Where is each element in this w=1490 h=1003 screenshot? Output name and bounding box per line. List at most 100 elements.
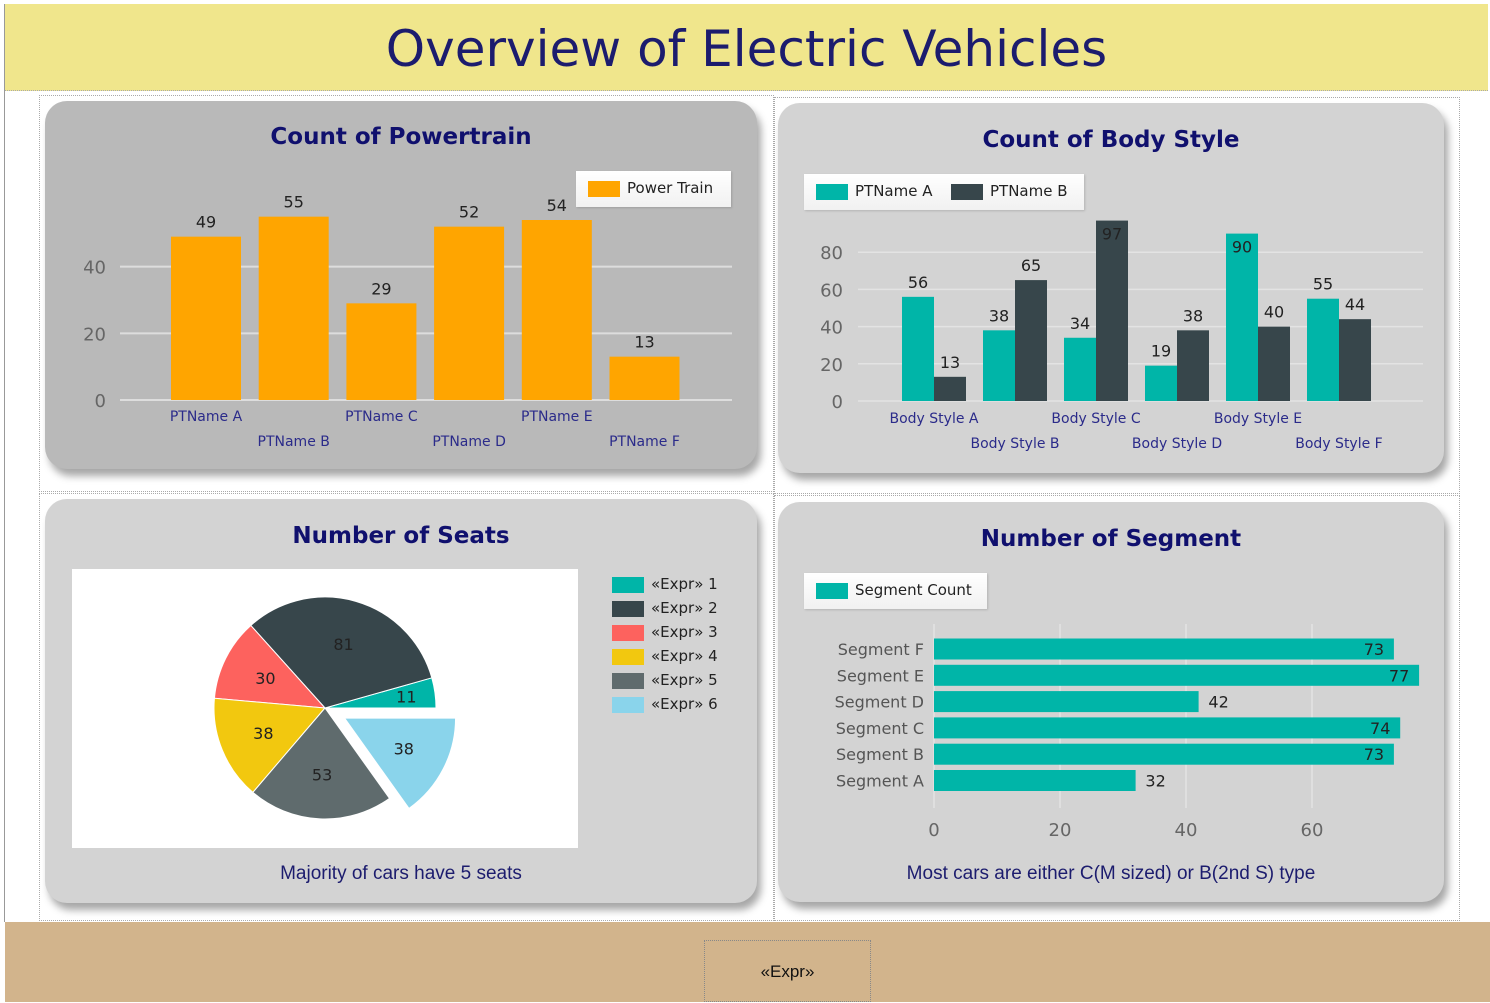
seats-legend-label: «Expr» 6 — [651, 695, 718, 713]
powertrain-legend-swatch — [588, 181, 620, 197]
segment-x-tick: 40 — [1175, 820, 1198, 841]
bodystyle-y-tick: 60 — [820, 280, 843, 301]
powertrain-bar — [521, 220, 592, 400]
bodystyle-legend-label-b: PTName B — [990, 182, 1068, 200]
bodystyle-legend: PTName A PTName B — [804, 174, 1084, 210]
bodystyle-x-tick: Body Style C — [1051, 411, 1140, 427]
segment-y-tick: Segment B — [836, 745, 924, 764]
seats-legend-swatch — [612, 601, 644, 617]
segment-y-tick: Segment E — [837, 666, 924, 685]
bodystyle-data-label: 97 — [1102, 225, 1122, 244]
segment-y-tick: Segment F — [838, 640, 924, 659]
bodystyle-legend-swatch-a — [816, 184, 848, 200]
bodystyle-bar-a — [983, 330, 1015, 401]
powertrain-x-tick: PTName F — [609, 434, 680, 450]
seats-legend-swatch — [612, 625, 644, 641]
panel-cell-powertrain — [39, 95, 774, 492]
bodystyle-data-label: 38 — [989, 306, 1009, 325]
bodystyle-data-label: 38 — [1183, 306, 1203, 325]
segment-title: Number of Segment — [980, 526, 1242, 552]
segment-y-tick: Segment C — [836, 719, 924, 738]
bodystyle-y-tick: 40 — [820, 318, 843, 339]
seats-slice-label: 38 — [253, 724, 273, 743]
powertrain-x-tick: PTName E — [521, 409, 593, 425]
seats-slice-label: 11 — [396, 688, 416, 707]
bodystyle-title: Count of Body Style — [982, 127, 1240, 153]
seats-legend-swatch — [612, 649, 644, 665]
segment-legend-swatch — [816, 583, 848, 599]
segment-y-tick: Segment A — [836, 772, 924, 791]
segment-x-tick: 0 — [928, 820, 939, 841]
bodystyle-card: Count of Body Style PTName A PTName B 0 2… — [778, 103, 1444, 473]
powertrain-legend-label: Power Train — [627, 179, 714, 197]
segment-x-tick: 60 — [1301, 820, 1324, 841]
powertrain-bar — [609, 356, 680, 400]
bodystyle-bar-b — [1015, 280, 1047, 401]
powertrain-x-tick: PTName A — [170, 409, 243, 425]
powertrain-y-tick: 20 — [83, 324, 106, 345]
seats-pie-chart: 11 81 30 38 53 38 — [213, 596, 457, 820]
panel-cell-seats — [39, 493, 774, 921]
segment-data-label: 74 — [1370, 719, 1390, 738]
segment-legend: Segment Count — [804, 573, 987, 609]
seats-pie-slice — [213, 697, 327, 794]
seats-slice-label: 30 — [255, 669, 275, 688]
bodystyle-y-tick: 80 — [820, 243, 843, 264]
seats-legend-label: «Expr» 4 — [651, 647, 718, 665]
seats-legend-swatch — [612, 577, 644, 593]
footer-expr-field: «Expr» — [704, 940, 871, 1002]
seats-pie-slice — [343, 717, 457, 810]
bodystyle-bar-b — [1339, 319, 1371, 401]
segment-data-label: 77 — [1389, 666, 1409, 685]
dashboard-footer: «Expr» — [5, 922, 1490, 1002]
bodystyle-data-label: 40 — [1264, 303, 1284, 322]
segment-card: Number of Segment Segment Count 0 20 40 60 7… — [778, 502, 1444, 902]
powertrain-y-tick: 0 — [95, 391, 106, 412]
powertrain-data-label: 54 — [547, 196, 567, 215]
segment-bar — [934, 770, 1136, 791]
powertrain-bar — [434, 226, 505, 400]
segment-chart: 0 20 40 60 73 Segment F 77 Segment E 42 Segment D… — [835, 624, 1420, 841]
dashboard-header: Overview of Electric Vehicles — [5, 4, 1488, 91]
powertrain-x-tick: PTName B — [258, 434, 330, 450]
powertrain-chart: 0 20 40 49 PTName A 55 PTName B 29 PTName C 52 PTN… — [83, 193, 732, 450]
bodystyle-bar-a — [1307, 298, 1339, 401]
seats-title: Number of Seats — [292, 523, 510, 549]
page-left-rule — [4, 4, 5, 922]
seats-pie-slice — [252, 707, 391, 820]
seats-legend-label: «Expr» 2 — [651, 599, 718, 617]
seats-slice-label: 38 — [394, 740, 414, 759]
segment-bar — [934, 664, 1420, 686]
bodystyle-bar-a — [1226, 233, 1258, 401]
seats-legend-swatch — [612, 673, 644, 689]
powertrain-data-label: 13 — [634, 333, 654, 352]
bodystyle-bar-b — [1096, 220, 1128, 401]
bodystyle-bar-a — [902, 296, 934, 401]
seats-legend-label: «Expr» 5 — [651, 671, 718, 689]
powertrain-data-label: 29 — [371, 279, 391, 298]
segment-data-label: 42 — [1208, 693, 1228, 712]
powertrain-y-tick: 40 — [83, 258, 106, 279]
segment-data-label: 73 — [1364, 745, 1384, 764]
bodystyle-bar-b — [1177, 330, 1209, 401]
powertrain-data-label: 49 — [196, 213, 216, 232]
panel-cell-bodystyle — [774, 97, 1460, 494]
segment-y-tick: Segment D — [835, 693, 924, 712]
bodystyle-y-tick: 20 — [820, 355, 843, 376]
bodystyle-legend-swatch-b — [951, 184, 983, 200]
bodystyle-x-tick: Body Style F — [1295, 436, 1382, 452]
seats-slice-label: 53 — [312, 766, 332, 785]
segment-x-tick: 20 — [1049, 820, 1072, 841]
powertrain-x-tick: PTName C — [345, 409, 418, 425]
powertrain-legend: Power Train — [576, 171, 731, 207]
seats-legend: «Expr» 1 «Expr» 2 «Expr» 3 «Expr» 4 «Expr» 5… — [612, 575, 752, 727]
bodystyle-y-tick: 0 — [832, 392, 843, 413]
bodystyle-bar-a — [1064, 337, 1096, 401]
bodystyle-x-tick: Body Style B — [970, 436, 1059, 452]
segment-bar — [934, 743, 1394, 765]
powertrain-bar — [346, 303, 417, 400]
bodystyle-data-label: 65 — [1021, 256, 1041, 275]
page-title: Overview of Electric Vehicles — [385, 20, 1108, 78]
bodystyle-data-label: 19 — [1151, 342, 1171, 361]
bodystyle-data-label: 56 — [908, 273, 928, 292]
